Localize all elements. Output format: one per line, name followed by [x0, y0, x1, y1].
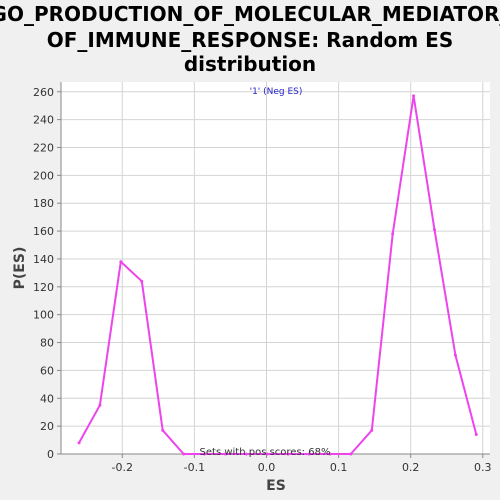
y-tick-label: 240 — [33, 114, 54, 127]
y-tick-label: 200 — [33, 169, 54, 182]
data-point — [412, 94, 416, 98]
y-tick-label: 0 — [47, 448, 54, 461]
series-line — [78, 94, 478, 455]
data-point — [328, 452, 332, 456]
x-tick-label: 0.1 — [330, 461, 348, 474]
data-point — [391, 232, 395, 236]
y-tick-label: 60 — [40, 364, 54, 377]
data-point — [119, 260, 123, 264]
data-point — [286, 452, 290, 456]
x-tick-label: -0.1 — [184, 461, 205, 474]
y-tick-label: 180 — [33, 197, 54, 210]
y-tick-label: 20 — [40, 420, 54, 433]
plot-area — [61, 82, 490, 454]
y-tick-label: 220 — [33, 141, 54, 154]
data-point — [307, 452, 311, 456]
y-tick-label: 140 — [33, 253, 54, 266]
data-point — [265, 452, 269, 456]
x-axis-ticks: -0.2 -0.1 0.0 0.1 0.2 0.3 — [112, 454, 492, 474]
data-point — [140, 279, 144, 283]
data-point — [432, 228, 436, 232]
x-axis-label: ES — [266, 478, 286, 494]
x-tick-label: 0.0 — [258, 461, 276, 474]
data-point — [244, 452, 248, 456]
y-tick-label: 40 — [40, 392, 54, 405]
data-point — [161, 428, 165, 432]
chart-title-line-1: GO_PRODUCTION_OF_MOLECULAR_MEDIATOR_ — [0, 2, 500, 26]
grid — [61, 82, 490, 455]
pos-scores-annotation: Sets with pos scores: 68% — [200, 447, 331, 458]
x-tick-label: 0.3 — [474, 461, 492, 474]
data-point — [370, 428, 374, 432]
data-point — [474, 432, 478, 436]
y-axis-label: P(ES) — [12, 247, 28, 290]
y-tick-label: 80 — [40, 337, 54, 350]
data-point — [202, 452, 206, 456]
y-axis-ticks: 0 20 40 60 80 100 120 140 160 180 200 220 240 260 — [33, 86, 61, 461]
data-point — [182, 452, 186, 456]
chart-title: GO_PRODUCTION_OF_MOLECULAR_MEDIATOR_ OF_… — [0, 2, 500, 76]
data-point — [349, 452, 353, 456]
y-tick-label: 160 — [33, 225, 54, 238]
chart-title-line-2: OF_IMMUNE_RESPONSE: Random ES — [47, 28, 454, 52]
x-tick-label: 0.2 — [402, 461, 420, 474]
chart-title-line-3: distribution — [184, 52, 316, 76]
y-tick-label: 120 — [33, 281, 54, 294]
y-tick-label: 100 — [33, 309, 54, 322]
data-point — [223, 452, 227, 456]
data-point — [77, 441, 81, 445]
series — [77, 94, 478, 456]
x-tick-label: -0.2 — [112, 461, 133, 474]
data-point — [453, 353, 457, 357]
y-tick-label: 260 — [33, 86, 54, 99]
legend-entry: '1' (Neg ES) — [250, 87, 303, 97]
data-point — [98, 403, 102, 407]
